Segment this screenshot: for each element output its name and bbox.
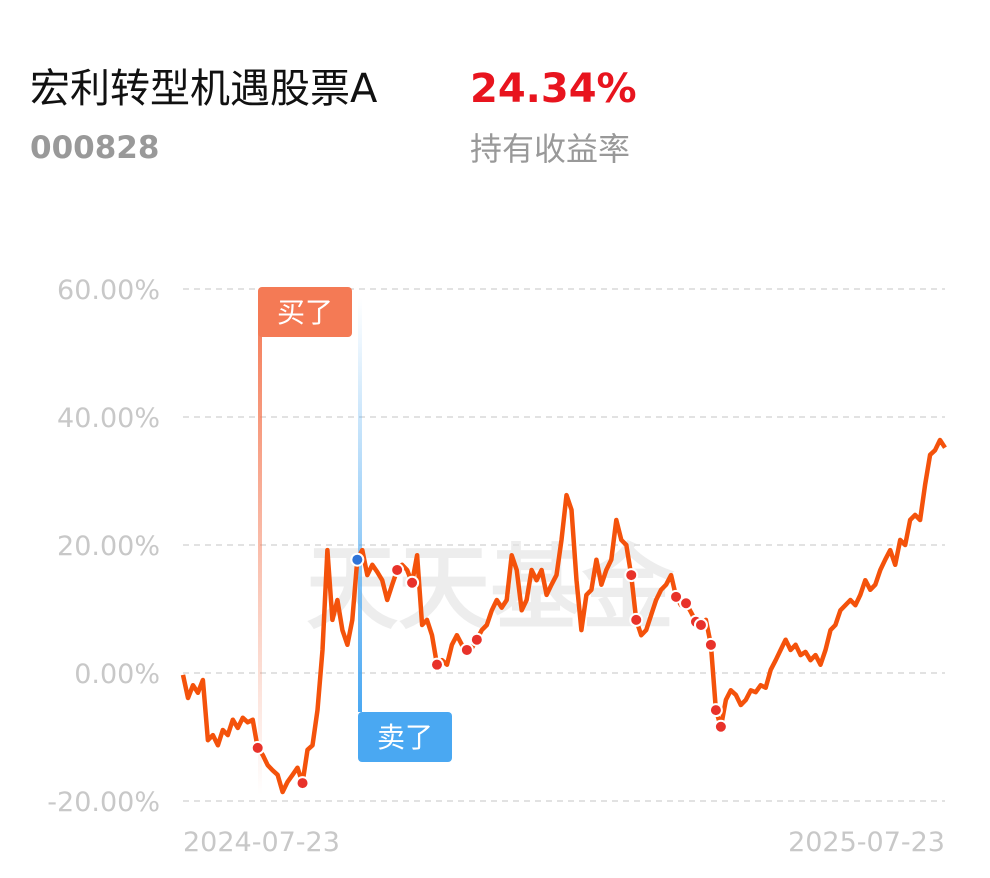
- trade-marker: [624, 568, 639, 583]
- buy-tag-text: 买了: [277, 296, 333, 329]
- trade-marker: [703, 637, 718, 652]
- trade-marker: [669, 589, 684, 604]
- return-line: [180, 437, 947, 795]
- sell-tag: [358, 712, 452, 762]
- y-tick-label: 40.00%: [57, 403, 160, 434]
- y-tick-label: -20.00%: [47, 787, 160, 818]
- trade-marker: [679, 596, 694, 611]
- fund-title: 宏利转型机遇股票A: [30, 66, 378, 112]
- trade-marker: [390, 562, 405, 577]
- return-value: 24.34%: [470, 66, 637, 112]
- fund-code: 000828: [30, 130, 159, 166]
- trade-marker: [459, 642, 474, 657]
- trade-marker: [405, 575, 420, 590]
- y-tick-label: 0.00%: [74, 659, 160, 690]
- x-tick-label: 2024-07-23: [183, 827, 340, 858]
- x-tick-label: 2025-07-23: [788, 827, 945, 858]
- return-label: 持有收益率: [470, 130, 630, 168]
- buy-guide-line: [258, 300, 262, 795]
- trade-marker: [469, 632, 484, 647]
- highlight-marker: [350, 552, 365, 567]
- trade-marker: [713, 719, 728, 734]
- trade-marker: [430, 657, 444, 672]
- buy-tag: [258, 287, 352, 337]
- trade-marker: [250, 740, 265, 755]
- trade-marker: [629, 612, 644, 627]
- chart: 天天基金-20.00%0.00%20.00%40.00%60.00%2024-0…: [47, 275, 947, 858]
- sell-tag-text: 卖了: [377, 721, 433, 754]
- sell-guide-line: [358, 298, 362, 712]
- trade-marker: [693, 618, 708, 632]
- trade-marker: [708, 703, 723, 718]
- trade-marker: [295, 776, 310, 791]
- y-tick-label: 60.00%: [57, 275, 160, 306]
- y-tick-label: 20.00%: [57, 531, 160, 562]
